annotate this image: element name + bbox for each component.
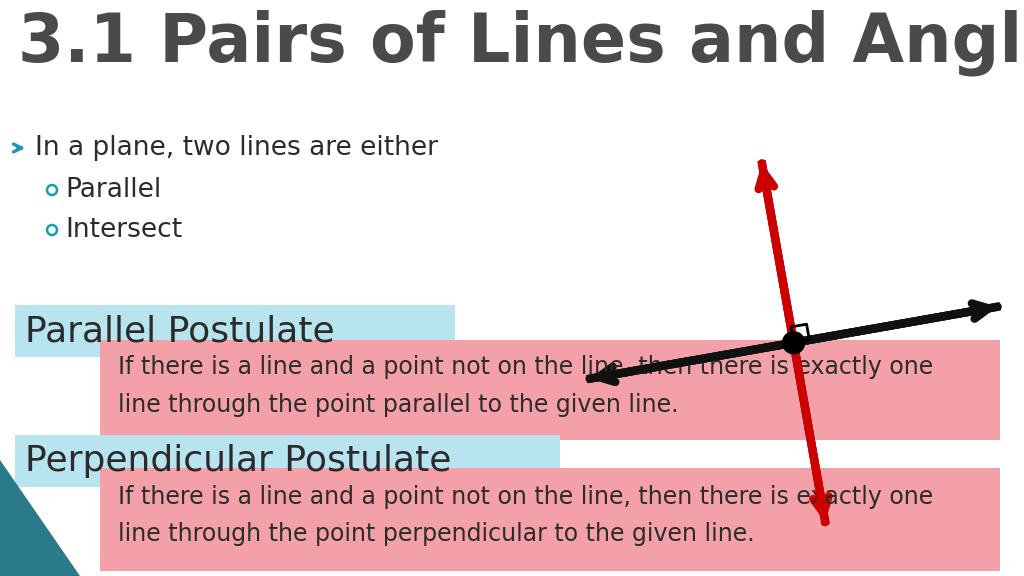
Text: Parallel Postulate: Parallel Postulate <box>25 314 335 348</box>
FancyBboxPatch shape <box>15 435 560 487</box>
FancyBboxPatch shape <box>100 340 1000 440</box>
Text: Parallel: Parallel <box>65 177 161 203</box>
Polygon shape <box>0 460 80 576</box>
Text: In a plane, two lines are either: In a plane, two lines are either <box>35 135 438 161</box>
Text: 3.1 Pairs of Lines and Angles: 3.1 Pairs of Lines and Angles <box>18 10 1024 77</box>
FancyBboxPatch shape <box>15 305 455 357</box>
Text: Intersect: Intersect <box>65 217 182 243</box>
Text: Perpendicular Postulate: Perpendicular Postulate <box>25 444 452 478</box>
FancyBboxPatch shape <box>100 468 1000 571</box>
Circle shape <box>782 332 805 354</box>
Text: If there is a line and a point not on the line, then there is exactly one
line t: If there is a line and a point not on th… <box>118 485 933 546</box>
Text: If there is a line and a point not on the line, then there is exactly one
line t: If there is a line and a point not on th… <box>118 355 933 416</box>
